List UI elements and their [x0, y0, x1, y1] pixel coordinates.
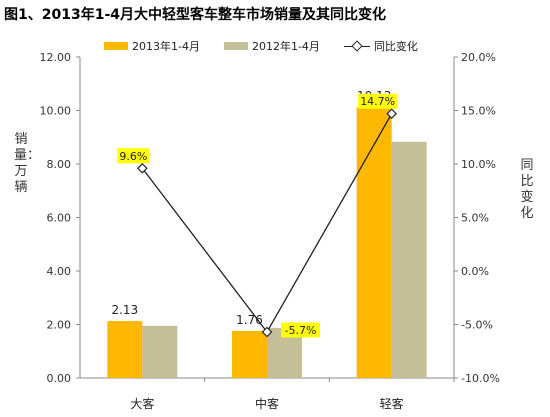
legend-item-2013: 2013年1-4月	[104, 38, 200, 54]
y-left-tick-label: 4.00	[47, 265, 72, 278]
change-label: 9.6%	[119, 150, 147, 163]
legend-item-change: 同比变化	[343, 38, 418, 54]
change-line	[141, 113, 393, 334]
change-label-bg	[117, 148, 150, 164]
bar-value-label: 2.13	[111, 303, 138, 317]
bar-2013	[107, 321, 143, 378]
y-left-tick-label: 10.00	[40, 105, 72, 118]
legend-line-marker	[343, 42, 370, 51]
y-right-tick-label: 10.0%	[461, 158, 496, 171]
change-label-bg	[358, 93, 398, 109]
y-left-tick-label: 0.00	[47, 372, 72, 385]
x-tick-label: 中客	[255, 396, 279, 411]
legend-item-2012: 2012年1-4月	[223, 38, 320, 54]
change-point	[386, 108, 398, 120]
change-label: 14.7%	[360, 95, 395, 108]
y-right-tick-label: 20.0%	[461, 51, 496, 64]
y-axis-right-title: 同比变化	[520, 158, 534, 221]
legend-swatch-2012	[223, 42, 248, 50]
bar-2013	[356, 107, 392, 379]
bar-2013	[232, 330, 267, 378]
chart-title: 图1、2013年1-4月大中轻型客车整车市场销量及其同比变化	[4, 7, 386, 23]
y-left-tick-label: 12.00	[40, 51, 72, 64]
change-point	[261, 326, 273, 338]
legend-swatch-2013	[104, 42, 128, 50]
bar-value-label: 1.76	[236, 313, 263, 327]
legend-label-change: 同比变化	[373, 40, 418, 53]
bar-2012	[142, 325, 178, 378]
y-left-tick-label: 8.00	[47, 158, 72, 171]
y-left-tick-label: 6.00	[47, 212, 72, 225]
legend-label-2012: 2012年1-4月	[251, 40, 320, 53]
legend-label-2013: 2013年1-4月	[132, 40, 200, 53]
x-tick-label: 轻客	[380, 396, 404, 411]
legend: 2013年1-4月 2012年1-4月 同比变化	[104, 38, 418, 54]
y-right-tick-label: -10.0%	[461, 372, 500, 385]
y-right-tick-label: 0.0%	[461, 265, 489, 278]
change-label-bg	[281, 322, 320, 338]
change-point	[136, 162, 148, 174]
x-tick-label: 大客	[130, 396, 154, 411]
y-right-tick-label: -5.0%	[461, 319, 493, 332]
y-left-tick-label: 2.00	[47, 319, 72, 332]
bar-2012	[391, 141, 427, 378]
y-right-tick-label: 5.0%	[461, 212, 489, 225]
y-right-tick-label: 15.0%	[461, 105, 496, 118]
change-label: -5.7%	[285, 324, 317, 337]
